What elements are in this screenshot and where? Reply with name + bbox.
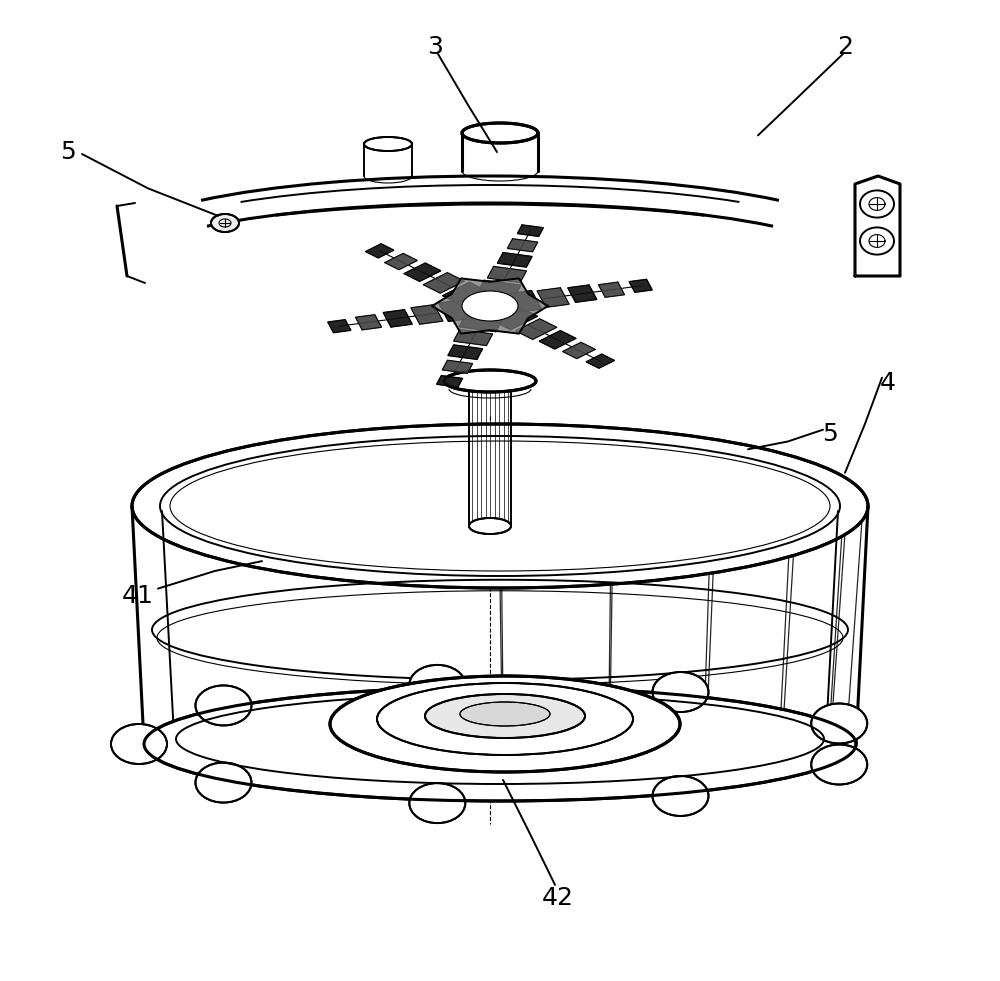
Ellipse shape — [409, 665, 465, 705]
Text: 2: 2 — [837, 35, 853, 59]
Ellipse shape — [364, 137, 412, 151]
Polygon shape — [442, 360, 473, 373]
Ellipse shape — [195, 686, 251, 725]
Ellipse shape — [811, 703, 867, 744]
Ellipse shape — [144, 687, 856, 801]
Ellipse shape — [425, 694, 585, 738]
Polygon shape — [487, 267, 526, 283]
Polygon shape — [443, 283, 488, 305]
Polygon shape — [598, 283, 625, 297]
Text: 5: 5 — [822, 422, 838, 445]
Ellipse shape — [377, 683, 633, 755]
Text: 41: 41 — [122, 585, 154, 608]
Ellipse shape — [652, 672, 708, 712]
Polygon shape — [539, 331, 576, 349]
Polygon shape — [497, 252, 532, 267]
Polygon shape — [355, 315, 382, 330]
Text: 3: 3 — [427, 35, 443, 59]
Ellipse shape — [460, 702, 550, 726]
Ellipse shape — [652, 776, 708, 816]
Polygon shape — [537, 287, 569, 307]
Polygon shape — [366, 243, 394, 258]
Polygon shape — [517, 225, 543, 236]
Ellipse shape — [195, 762, 251, 802]
Polygon shape — [439, 299, 474, 322]
Ellipse shape — [469, 373, 511, 389]
Polygon shape — [860, 190, 894, 218]
Ellipse shape — [211, 214, 239, 232]
Polygon shape — [568, 284, 597, 302]
Polygon shape — [477, 281, 521, 298]
Polygon shape — [383, 310, 412, 327]
Polygon shape — [448, 345, 483, 359]
Polygon shape — [404, 263, 441, 282]
Polygon shape — [516, 319, 557, 339]
Ellipse shape — [111, 724, 167, 764]
Ellipse shape — [811, 745, 867, 785]
Ellipse shape — [462, 123, 538, 143]
Polygon shape — [507, 238, 538, 252]
Ellipse shape — [469, 518, 511, 534]
Polygon shape — [432, 279, 548, 334]
Ellipse shape — [330, 676, 680, 772]
Polygon shape — [506, 290, 541, 312]
Ellipse shape — [462, 291, 518, 321]
Polygon shape — [586, 354, 614, 368]
Polygon shape — [855, 176, 900, 276]
Polygon shape — [423, 273, 464, 293]
Polygon shape — [437, 376, 463, 387]
Text: 4: 4 — [880, 371, 896, 394]
Polygon shape — [629, 280, 652, 292]
Ellipse shape — [132, 424, 868, 588]
Text: 42: 42 — [542, 886, 574, 909]
Polygon shape — [454, 330, 493, 345]
Polygon shape — [492, 307, 537, 330]
Polygon shape — [563, 342, 595, 359]
Text: 5: 5 — [60, 140, 76, 164]
Ellipse shape — [409, 783, 465, 823]
Polygon shape — [860, 228, 894, 255]
Polygon shape — [385, 253, 417, 270]
Ellipse shape — [444, 370, 536, 392]
Polygon shape — [459, 314, 503, 332]
Polygon shape — [411, 305, 443, 324]
Polygon shape — [328, 320, 351, 333]
